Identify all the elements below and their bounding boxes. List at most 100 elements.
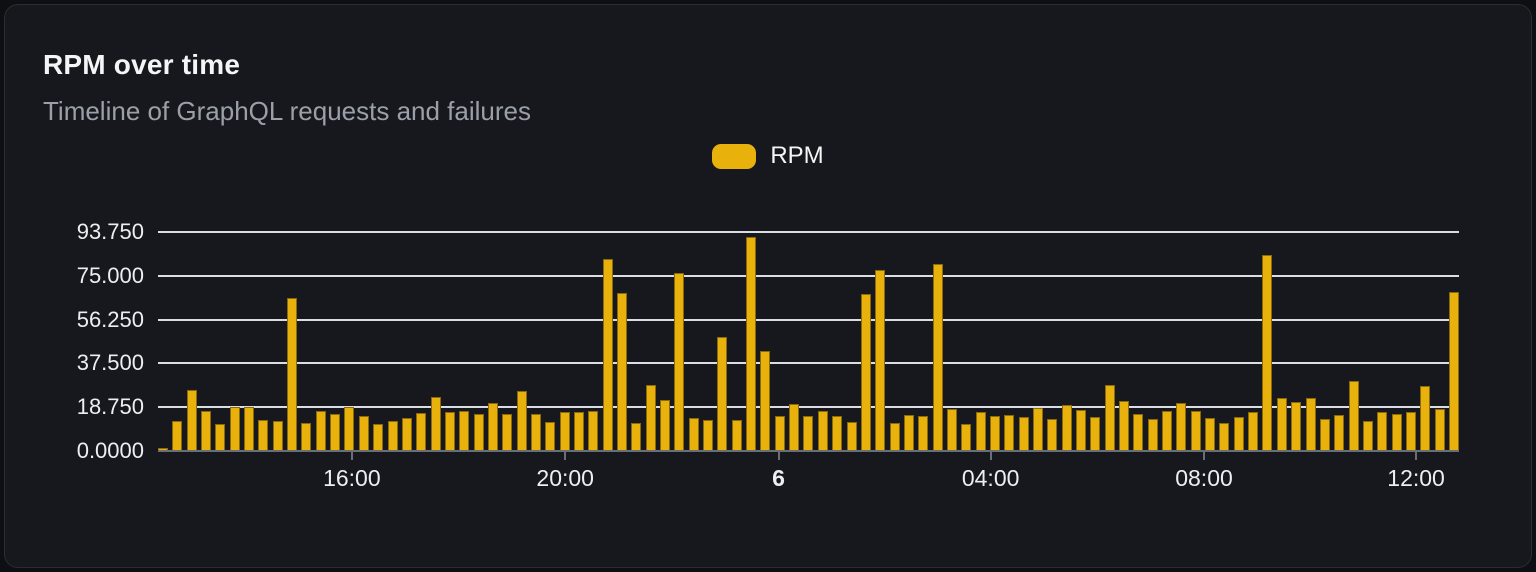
bar[interactable] [1076, 410, 1086, 451]
bar[interactable] [215, 423, 226, 451]
bar[interactable] [1291, 402, 1302, 451]
bar[interactable] [760, 350, 771, 451]
bar[interactable] [846, 422, 857, 451]
bar[interactable] [688, 417, 699, 451]
bar[interactable] [1047, 418, 1058, 451]
bar[interactable] [1420, 386, 1431, 451]
bar[interactable] [1377, 412, 1388, 451]
bar[interactable] [989, 416, 1000, 451]
bar[interactable] [1176, 402, 1187, 451]
bar[interactable] [430, 397, 441, 451]
bar[interactable] [201, 410, 212, 451]
bar[interactable] [158, 447, 168, 451]
bar[interactable] [229, 407, 240, 451]
legend-label: RPM [770, 142, 824, 169]
bar[interactable] [1133, 413, 1144, 451]
y-axis-tick-label: 18.750 [76, 394, 144, 420]
bar[interactable] [559, 411, 570, 451]
bar[interactable] [645, 384, 656, 451]
bar[interactable] [1276, 397, 1287, 451]
chart-subtitle: Timeline of GraphQL requests and failure… [43, 96, 531, 126]
bar[interactable] [918, 416, 929, 451]
bar[interactable] [530, 413, 541, 451]
bar[interactable] [903, 414, 914, 451]
bar[interactable] [287, 298, 298, 451]
bar[interactable] [731, 420, 742, 451]
bar[interactable] [1162, 411, 1173, 451]
bar[interactable] [717, 337, 728, 451]
bar[interactable] [932, 263, 943, 451]
bar[interactable] [1004, 414, 1015, 451]
bar[interactable] [1205, 417, 1216, 451]
bar[interactable] [860, 293, 871, 451]
bar[interactable] [358, 415, 369, 451]
bar[interactable] [1362, 421, 1373, 451]
bar[interactable] [444, 411, 455, 451]
bar[interactable] [487, 402, 498, 451]
bar[interactable] [703, 420, 714, 451]
bar[interactable] [315, 411, 326, 451]
bar[interactable] [1219, 422, 1230, 451]
bar[interactable] [1147, 419, 1158, 451]
bar[interactable] [660, 400, 671, 451]
bar[interactable] [1319, 418, 1330, 451]
bar[interactable] [401, 417, 412, 451]
bar[interactable] [473, 413, 484, 451]
bar[interactable] [416, 412, 427, 451]
bar[interactable] [1119, 400, 1130, 451]
bar[interactable] [1032, 407, 1043, 451]
bar[interactable] [875, 270, 886, 451]
bar[interactable] [502, 413, 513, 451]
bar[interactable] [330, 413, 341, 451]
bar[interactable] [975, 411, 986, 451]
bar[interactable] [789, 403, 800, 451]
bar[interactable] [272, 420, 283, 451]
bar[interactable] [1018, 417, 1029, 451]
bar[interactable] [588, 411, 599, 451]
bar[interactable] [1061, 405, 1072, 451]
bar[interactable] [1448, 292, 1459, 451]
bar[interactable] [1262, 255, 1273, 451]
legend-item-rpm[interactable]: RPM [712, 142, 824, 170]
bar[interactable] [674, 272, 685, 451]
x-axis-tick-label: 6 [772, 465, 785, 491]
bar[interactable] [889, 423, 900, 451]
chart-card: RPM over time Timeline of GraphQL reques… [4, 4, 1532, 568]
bar[interactable] [387, 421, 398, 451]
bar[interactable] [373, 424, 384, 451]
bar[interactable] [617, 293, 627, 451]
bar[interactable] [961, 424, 972, 451]
bar[interactable] [746, 237, 757, 451]
bar[interactable] [244, 407, 255, 451]
bar[interactable] [1405, 412, 1416, 451]
bar[interactable] [1248, 412, 1259, 451]
bar[interactable] [774, 415, 785, 451]
bar[interactable] [631, 422, 642, 451]
y-axis-tick-label: 37.500 [76, 350, 144, 376]
bar[interactable] [1434, 408, 1445, 451]
bar[interactable] [1334, 414, 1345, 451]
bar[interactable] [545, 421, 556, 451]
bar[interactable] [172, 420, 183, 451]
bar[interactable] [832, 416, 843, 451]
x-axis-tick [1203, 451, 1205, 460]
bar[interactable] [573, 411, 584, 451]
bar[interactable] [1391, 413, 1402, 451]
bar[interactable] [1104, 384, 1115, 451]
bar[interactable] [186, 390, 197, 451]
bar[interactable] [344, 406, 355, 451]
bar[interactable] [459, 411, 470, 451]
x-axis-tick-label: 12:00 [1387, 465, 1445, 491]
bar[interactable] [803, 415, 814, 451]
bar[interactable] [516, 391, 527, 451]
bar[interactable] [1305, 397, 1316, 451]
bar[interactable] [602, 259, 613, 451]
bar[interactable] [946, 409, 957, 451]
bar[interactable] [817, 410, 828, 451]
bar[interactable] [1190, 411, 1201, 451]
bar[interactable] [1348, 381, 1359, 451]
bar[interactable] [258, 420, 269, 451]
bar[interactable] [1090, 416, 1101, 451]
bar[interactable] [301, 423, 312, 451]
bar[interactable] [1233, 417, 1244, 451]
